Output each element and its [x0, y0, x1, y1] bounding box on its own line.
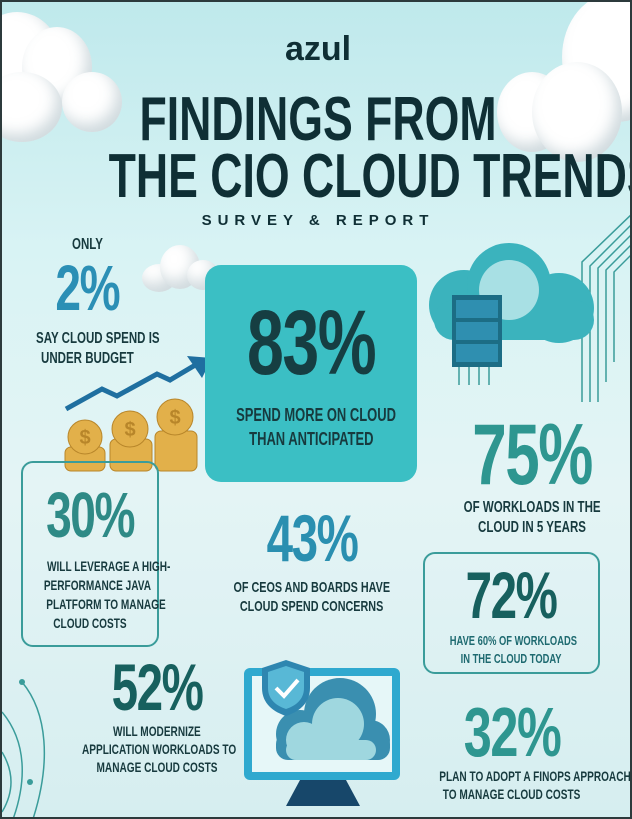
stat-value: 2%	[55, 252, 120, 324]
stat-52-percent: 52% WILL MODERNIZE APPLICATION WORKLOADS…	[52, 654, 262, 776]
stat-value: 32%	[463, 693, 562, 771]
stat-text: SPEND MORE ON CLOUD	[236, 405, 396, 425]
stat-32-percent: 32% PLAN TO ADOPT A FINOPS APPROACH TO MA…	[402, 693, 630, 803]
svg-text:$: $	[79, 427, 90, 449]
monitor-cloud-shield-icon	[244, 660, 400, 806]
stat-2-percent: ONLY 2% SAY CLOUD SPEND IS UNDER BUDGET	[12, 235, 162, 369]
stat-value: 30%	[46, 479, 135, 551]
stat-text: HAVE 60% OF WORKLOADS	[449, 633, 577, 648]
stat-text: CLOUD IN 5 YEARS	[478, 519, 586, 536]
logo: azul	[284, 30, 352, 68]
stat-text: THAN ANTICIPATED	[248, 429, 374, 449]
stat-72-percent: 72% HAVE 60% OF WORKLOADS IN THE CLOUD TO…	[423, 552, 600, 674]
stat-text: OF WORKLOADS IN THE	[463, 499, 601, 516]
stat-text: WILL MODERNIZE	[113, 723, 201, 739]
svg-text:$: $	[124, 419, 135, 441]
coins-icon: $ $ $	[64, 398, 198, 472]
circuit-lines-icon	[581, 214, 630, 402]
stat-text: UNDER BUDGET	[40, 350, 134, 367]
stat-text: PLATFORM TO MANAGE	[46, 596, 166, 612]
stat-value: 52%	[111, 650, 204, 724]
stat-text: WILL LEVERAGE A HIGH-	[46, 558, 171, 574]
stat-value: 75%	[472, 407, 593, 503]
circuit-lines-icon	[2, 679, 46, 817]
title-line-1: FINDINGS FROM	[139, 85, 497, 154]
stat-text: CLOUD COSTS	[53, 615, 127, 631]
stat-43-percent: 43% OF CEOS AND BOARDS HAVE CLOUD SPEND C…	[202, 502, 422, 616]
subtitle: SURVEY & REPORT	[201, 212, 435, 229]
stat-text: SAY CLOUD SPEND IS	[36, 330, 160, 347]
stat-text: CLOUD SPEND CONCERNS	[240, 598, 384, 615]
title-line-2: THE CIO CLOUD TRENDS	[108, 142, 632, 211]
stat-value: 83%	[246, 292, 377, 394]
stat-text: IN THE CLOUD TODAY	[461, 651, 562, 666]
stat-75-percent: 75% OF WORKLOADS IN THE CLOUD IN 5 YEARS	[432, 407, 630, 538]
stat-value: 43%	[266, 501, 359, 575]
cloud-server-icon	[429, 243, 594, 385]
stat-83-percent: 83% SPEND MORE ON CLOUD THAN ANTICIPATED	[205, 265, 417, 482]
stat-text: OF CEOS AND BOARDS HAVE	[233, 579, 391, 596]
stat-prefix: ONLY	[71, 236, 103, 253]
stat-text: MANAGE CLOUD COSTS	[96, 759, 218, 775]
stat-text: APPLICATION WORKLOADS TO	[81, 741, 237, 757]
stat-text: TO MANAGE CLOUD COSTS	[443, 786, 581, 802]
stat-30-percent: 30% WILL LEVERAGE A HIGH- PERFORMANCE JA…	[21, 461, 170, 647]
stat-value: 72%	[466, 558, 558, 632]
stat-text: PERFORMANCE JAVA	[43, 577, 151, 593]
stat-text: PLAN TO ADOPT A FINOPS APPROACH	[439, 768, 631, 784]
svg-text:$: $	[169, 407, 180, 429]
